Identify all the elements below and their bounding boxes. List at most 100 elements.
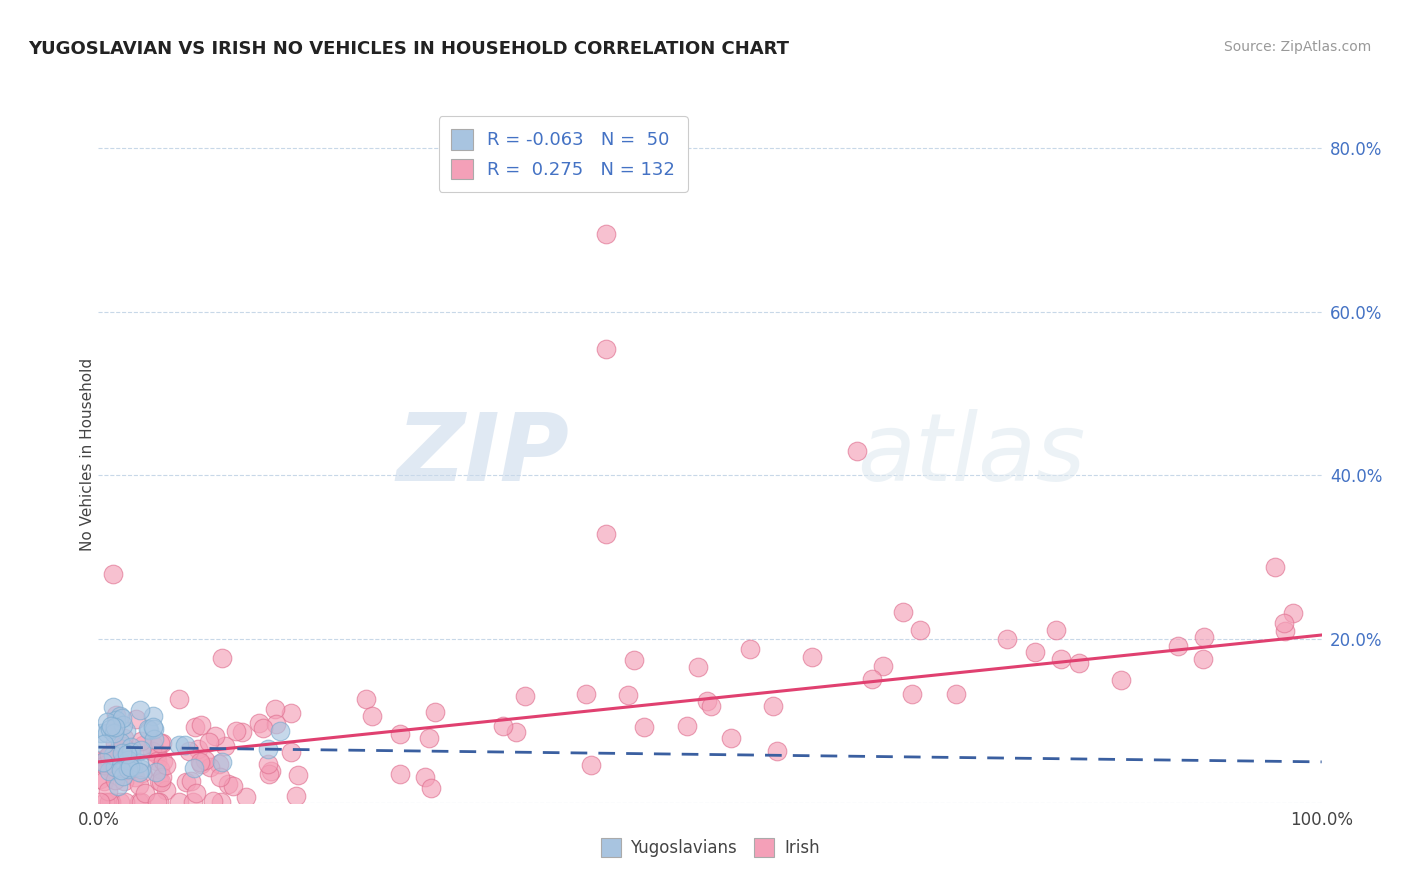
Point [1050, 652, 1073, 666]
Point [108, 735, 131, 749]
Point [101, 566, 124, 581]
Point [700, 698, 723, 713]
Point [118, 760, 141, 774]
Point [104, 720, 127, 734]
Point [93, 737, 115, 751]
Point [183, 761, 205, 775]
Point [872, 659, 894, 673]
Point [208, 770, 231, 784]
Point [208, 756, 231, 771]
Text: Source: ZipAtlas.com: Source: ZipAtlas.com [1223, 40, 1371, 54]
Point [260, 764, 283, 778]
Point [264, 702, 287, 716]
Point [134, 786, 156, 800]
Point [181, 795, 204, 809]
Point [93, 773, 115, 788]
Point [190, 757, 212, 772]
Point [860, 672, 883, 686]
Point [104, 736, 127, 750]
Point [174, 775, 197, 789]
Point [114, 795, 136, 809]
Point [150, 736, 173, 750]
Point [131, 765, 153, 780]
Point [120, 739, 142, 754]
Point [269, 724, 291, 739]
Point [696, 694, 718, 708]
Point [121, 759, 143, 773]
Point [1045, 623, 1067, 637]
Point [90, 726, 112, 740]
Point [908, 623, 931, 637]
Point [111, 755, 134, 769]
Point [169, 738, 191, 752]
Point [177, 744, 200, 758]
Point [623, 653, 645, 667]
Point [148, 795, 170, 809]
Point [187, 741, 209, 756]
Point [101, 700, 124, 714]
Point [211, 651, 233, 665]
Point [184, 720, 207, 734]
Point [247, 716, 270, 731]
Point [111, 746, 134, 760]
Point [505, 725, 527, 739]
Point [235, 790, 257, 805]
Point [111, 769, 134, 783]
Point [1281, 606, 1303, 620]
Point [389, 726, 412, 740]
Point [129, 795, 152, 809]
Point [105, 714, 128, 728]
Point [97, 784, 120, 798]
Point [111, 718, 134, 732]
Point [617, 688, 640, 702]
Point [418, 731, 440, 746]
Point [180, 774, 202, 789]
Point [900, 687, 922, 701]
Point [98, 722, 121, 736]
Point [1167, 640, 1189, 654]
Point [107, 779, 129, 793]
Point [110, 795, 132, 809]
Point [284, 789, 307, 803]
Point [145, 754, 167, 768]
Point [801, 650, 824, 665]
Point [995, 632, 1018, 646]
Point [142, 709, 165, 723]
Point [186, 787, 208, 801]
Point [98, 764, 121, 778]
Point [492, 719, 515, 733]
Point [93, 795, 115, 809]
Point [115, 747, 138, 761]
Point [1111, 673, 1133, 687]
Point [252, 721, 274, 735]
Point [217, 777, 239, 791]
Point [738, 641, 761, 656]
Point [89, 795, 111, 809]
Point [221, 779, 243, 793]
Point [96, 725, 118, 739]
Point [101, 764, 124, 779]
Point [146, 747, 169, 761]
Point [231, 725, 253, 739]
Point [257, 756, 280, 771]
Point [136, 722, 159, 736]
Point [124, 771, 146, 785]
Point [762, 698, 785, 713]
Point [117, 753, 139, 767]
Point [413, 770, 436, 784]
Point [423, 706, 446, 720]
Point [155, 783, 177, 797]
Point [146, 795, 169, 809]
Point [142, 732, 165, 747]
Point [202, 794, 225, 808]
Point [575, 687, 598, 701]
Point [891, 605, 914, 619]
Point [579, 758, 602, 772]
Point [91, 754, 114, 768]
Point [257, 767, 280, 781]
Point [104, 720, 127, 734]
Point [103, 747, 125, 762]
Point [118, 763, 141, 777]
Point [1024, 645, 1046, 659]
Point [354, 692, 377, 706]
